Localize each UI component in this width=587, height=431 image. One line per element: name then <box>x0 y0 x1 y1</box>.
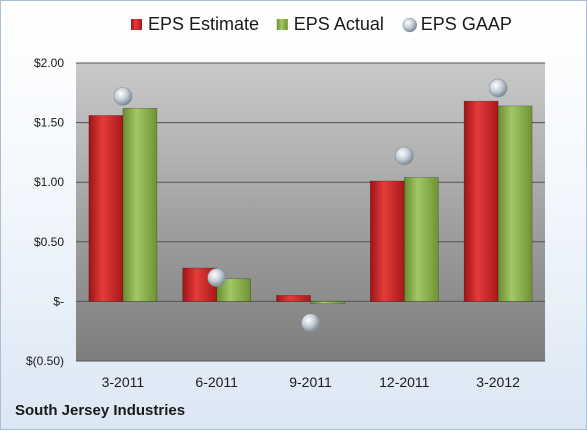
gaap-marker <box>207 268 226 287</box>
x-tick-label: 9-2011 <box>289 374 332 390</box>
y-tick-label: $1.50 <box>34 116 64 130</box>
y-tick-label: $1.00 <box>34 175 64 189</box>
y-axis-labels: $2.00 $1.50 $1.00 $0.50 $- $(0.50) <box>26 56 64 368</box>
y-tick-label: $2.00 <box>34 56 64 70</box>
x-tick-label: 3-2012 <box>476 374 520 390</box>
x-tick-label: 6-2011 <box>195 374 238 390</box>
y-tick-label: $(0.50) <box>26 354 64 368</box>
x-tick-label: 3-2011 <box>102 374 145 390</box>
bar-eps-estimate <box>369 180 405 302</box>
bar-eps-estimate <box>463 100 499 302</box>
legend-label: EPS Actual <box>294 14 384 34</box>
bar-marks <box>88 100 533 305</box>
company-name: South Jersey Industries <box>15 402 186 419</box>
bar-eps-actual <box>497 105 533 302</box>
legend-label: EPS GAAP <box>421 14 512 34</box>
bar-eps-actual <box>310 301 345 305</box>
y-tick-label: $- <box>53 294 64 308</box>
legend: EPS Estimate EPS Actual EPS GAAP <box>131 14 512 34</box>
legend-swatch <box>276 19 288 30</box>
bar-eps-actual <box>122 107 158 302</box>
gaap-markers <box>113 78 508 333</box>
bar-eps-actual <box>403 177 439 302</box>
bar-eps-estimate <box>88 115 124 302</box>
legend-swatch <box>402 17 418 33</box>
gaap-marker <box>301 313 320 333</box>
bar-eps-estimate <box>276 295 311 302</box>
bar-eps-actual <box>216 278 251 302</box>
x-tick-label: 12-2011 <box>379 374 430 390</box>
x-axis-labels: 3-2011 6-2011 9-2011 12-2011 3-2012 <box>102 374 520 390</box>
legend-swatch <box>131 19 142 30</box>
legend-label: EPS Estimate <box>148 14 259 34</box>
gaap-marker <box>394 146 414 166</box>
gaap-marker <box>113 87 133 106</box>
gaap-marker <box>488 78 508 98</box>
y-tick-label: $0.50 <box>34 235 64 249</box>
